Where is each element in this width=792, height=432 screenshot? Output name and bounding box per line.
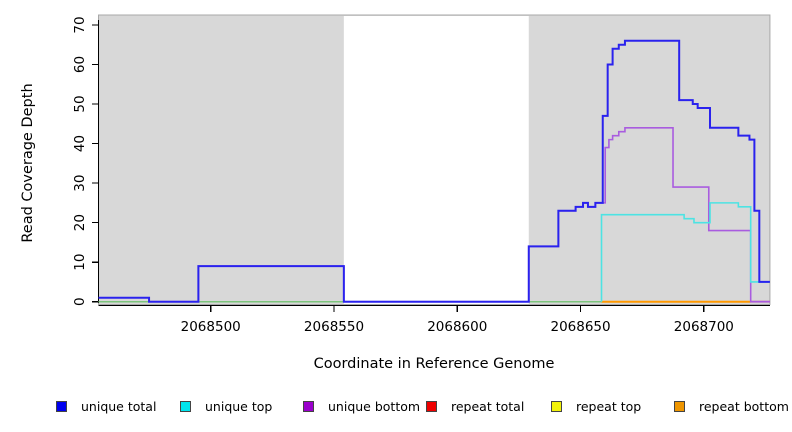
unique-bottom-swatch-icon bbox=[303, 400, 314, 412]
legend-item-unique-total: unique total bbox=[56, 396, 156, 416]
y-tick-label: 40 bbox=[72, 135, 88, 152]
y-tick-label: 30 bbox=[72, 175, 88, 192]
legend-item-repeat-total: repeat total bbox=[426, 396, 524, 416]
unique-total-swatch-icon bbox=[56, 400, 67, 412]
y-tick-label: 10 bbox=[72, 254, 88, 271]
y-tick-label: 0 bbox=[72, 297, 88, 306]
series-unique-total-line bbox=[98, 39, 770, 303]
repeat-total-swatch-icon bbox=[426, 400, 437, 412]
y-tick-label: 70 bbox=[72, 16, 88, 33]
x-tick-label: 2068650 bbox=[550, 319, 610, 335]
y-tick-label: 60 bbox=[72, 56, 88, 73]
chart-legend: unique total unique top unique bottom repea… bbox=[0, 396, 792, 420]
unique-top-swatch-icon bbox=[180, 400, 191, 412]
y-axis-title: Read Coverage Depth bbox=[20, 83, 36, 243]
y-tick-label: 20 bbox=[72, 214, 88, 231]
legend-label-repeat-bottom: repeat bottom bbox=[699, 398, 789, 414]
unshaded-gap-region bbox=[343, 16, 529, 304]
x-tick-label: 2068550 bbox=[304, 319, 364, 335]
x-tick-label: 2068500 bbox=[181, 319, 241, 335]
legend-label-repeat-total: repeat total bbox=[451, 398, 525, 414]
x-tick-label: 2068700 bbox=[674, 319, 734, 335]
repeat-bottom-swatch-icon bbox=[674, 400, 685, 412]
legend-item-repeat-bottom: repeat bottom bbox=[674, 396, 789, 416]
x-tick-label: 2068600 bbox=[427, 319, 487, 335]
legend-label-unique-bottom: unique bottom bbox=[328, 398, 421, 414]
legend-label-repeat-top: repeat top bbox=[576, 398, 642, 414]
y-tick-label: 50 bbox=[72, 95, 88, 112]
legend-label-unique-top: unique top bbox=[205, 398, 273, 414]
x-axis-title: Coordinate in Reference Genome bbox=[313, 356, 555, 372]
legend-label-unique-total: unique total bbox=[81, 398, 157, 414]
series-unique-top-line bbox=[600, 202, 770, 302]
legend-item-unique-bottom: unique bottom bbox=[303, 396, 420, 416]
legend-item-repeat-top: repeat top bbox=[551, 396, 641, 416]
repeat-top-swatch-icon bbox=[551, 400, 562, 412]
legend-item-unique-top: unique top bbox=[180, 396, 272, 416]
